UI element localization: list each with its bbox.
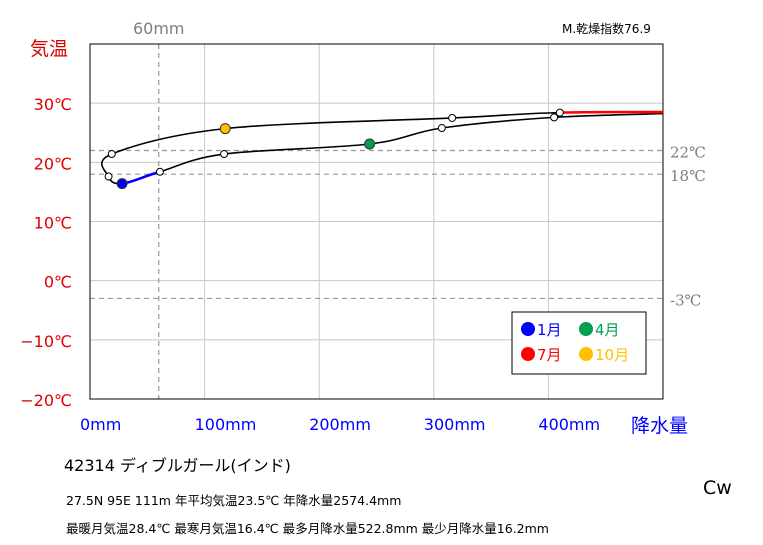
series-segment-month-10 — [111, 127, 226, 155]
series-segment-month-6 — [554, 112, 663, 119]
reference-label: 22℃ — [670, 144, 706, 162]
reference-lines: 22℃ 18℃ -3℃ 60mm — [90, 19, 706, 399]
station-stats-line2: 最暖月気温28.4℃ 最寒月気温16.4℃ 最多月降水量522.8mm 最少月降… — [66, 521, 549, 536]
y-tick-label: −20℃ — [20, 391, 72, 410]
series-segment-month-5 — [441, 116, 555, 129]
y-tick-label: 20℃ — [34, 154, 72, 173]
x-tick-label: 0mm — [80, 415, 121, 434]
series-segment-month-7 — [559, 110, 663, 114]
month-point-4 — [364, 138, 376, 150]
plot-frame — [89, 43, 664, 400]
month-point-11 — [107, 150, 116, 159]
month-point-9 — [448, 113, 457, 122]
legend-marker — [521, 322, 535, 336]
y-tick-label: 0℃ — [44, 273, 72, 292]
y-axis-title: 気温 — [30, 38, 69, 60]
y-tick-label: −10℃ — [20, 332, 72, 351]
axis-ticks: 0mm 100mm 200mm 300mm 400mm −20℃ −10℃ 0℃ 10℃ 20℃ 3… — [20, 95, 600, 434]
climograph-series — [100, 110, 663, 185]
x-tick-label: 300mm — [424, 415, 486, 434]
month-point-10 — [219, 123, 231, 135]
series-segment-month-3 — [223, 143, 370, 155]
month-point-12 — [104, 172, 113, 181]
legend-label: 10月 — [595, 346, 629, 364]
series-segment-month-8 — [452, 111, 560, 119]
month-point-2 — [155, 167, 164, 176]
series-segment-month-9 — [225, 117, 453, 130]
aridity-index: M.乾燥指数76.9 — [562, 22, 651, 36]
station-heading: 42314 ディブルガール(インド) — [64, 456, 291, 475]
month-points — [104, 108, 564, 190]
legend-label: 4月 — [595, 321, 620, 339]
reference-label: -3℃ — [670, 291, 701, 309]
series-segment-month-4 — [369, 127, 442, 145]
legend-marker — [579, 322, 593, 336]
series-segment-month-2 — [159, 153, 225, 173]
x-axis-title: 降水量 — [631, 415, 689, 437]
legend-label: 7月 — [537, 346, 562, 364]
climate-class: Cw — [703, 477, 732, 499]
y-tick-label: 30℃ — [34, 95, 72, 114]
month-point-3 — [220, 150, 229, 159]
y-tick-label: 10℃ — [34, 214, 72, 233]
x-tick-label: 400mm — [538, 415, 600, 434]
month-point-5 — [437, 124, 446, 133]
legend-marker — [579, 347, 593, 361]
reference-label: 18℃ — [670, 167, 706, 185]
month-point-8 — [555, 108, 564, 117]
x-tick-label: 100mm — [195, 415, 257, 434]
legend-marker — [521, 347, 535, 361]
reference-label: 60mm — [133, 19, 185, 38]
legend-box — [511, 311, 647, 375]
month-point-1 — [116, 178, 128, 190]
x-tick-label: 200mm — [309, 415, 371, 434]
legend: 1月 4月 7月 10月 — [511, 311, 647, 375]
legend-label: 1月 — [537, 321, 562, 339]
month-point-6 — [550, 113, 559, 122]
station-stats-line1: 27.5N 95E 111m 年平均気温23.5℃ 年降水量2574.4mm — [66, 493, 402, 508]
